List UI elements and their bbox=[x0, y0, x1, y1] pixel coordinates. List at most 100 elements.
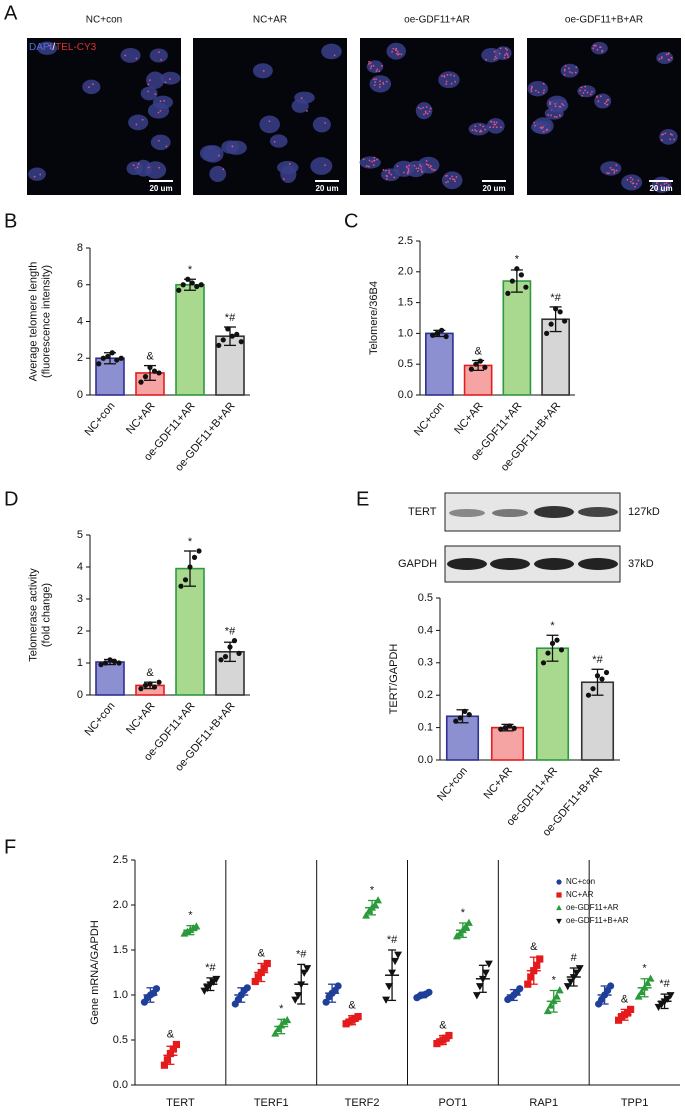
telomere-signal bbox=[669, 133, 672, 135]
telomere-signal bbox=[479, 129, 482, 132]
significance-label: *# bbox=[592, 654, 603, 666]
scale-bar-label: 20 um bbox=[149, 184, 172, 193]
data-point bbox=[303, 965, 312, 973]
panel-label: E bbox=[356, 488, 369, 510]
telomere-signal bbox=[385, 178, 388, 180]
nucleus bbox=[415, 102, 433, 120]
telomere-signal bbox=[135, 123, 138, 126]
telomere-signal bbox=[591, 90, 593, 93]
telomere-signal bbox=[168, 78, 171, 80]
telomere-signal bbox=[88, 86, 90, 89]
telomere-signal bbox=[663, 183, 666, 185]
bar bbox=[490, 726, 525, 761]
bar bbox=[175, 567, 205, 696]
y-tick-label: 2.5 bbox=[398, 235, 413, 247]
channel-name: DAPI bbox=[29, 42, 52, 53]
y-tick-label: 1.5 bbox=[113, 944, 128, 956]
nucleus bbox=[386, 42, 406, 60]
telomere-signal bbox=[428, 166, 431, 169]
telomere-signal bbox=[493, 58, 496, 61]
telomere-signal bbox=[217, 154, 220, 157]
nucleus bbox=[294, 91, 315, 104]
telomere-signal bbox=[39, 173, 42, 176]
telomere-signal bbox=[388, 169, 391, 172]
telomere-signal bbox=[428, 110, 431, 113]
telomere-signal bbox=[504, 54, 506, 56]
data-point bbox=[430, 332, 436, 338]
nucleus bbox=[621, 174, 643, 191]
data-point bbox=[391, 957, 400, 966]
telomere-signal bbox=[333, 54, 336, 57]
data-point bbox=[178, 583, 184, 589]
telomere-signal bbox=[429, 107, 432, 110]
data-point bbox=[453, 718, 459, 724]
telomere-signal bbox=[615, 164, 618, 167]
telomere-signal bbox=[660, 139, 663, 142]
significance-label: & bbox=[530, 941, 538, 953]
telomere-signal bbox=[607, 98, 610, 101]
significance-label: & bbox=[439, 1019, 447, 1031]
nucleus bbox=[120, 47, 141, 63]
telomere-signal bbox=[324, 164, 326, 167]
telomere-signal bbox=[426, 164, 429, 166]
legend-label: oe-GDF11+AR bbox=[566, 903, 619, 912]
x-tick-label: NC+con bbox=[83, 400, 118, 438]
data-point bbox=[176, 287, 182, 293]
bar bbox=[425, 332, 454, 396]
panel-label: B bbox=[4, 210, 17, 232]
telomere-signal bbox=[49, 47, 52, 50]
telomere-signal bbox=[159, 109, 162, 112]
telomere-signal bbox=[455, 176, 458, 178]
data-point bbox=[590, 686, 596, 692]
data-point bbox=[666, 992, 675, 1000]
data-point bbox=[382, 996, 391, 1004]
significance-label: * bbox=[188, 536, 193, 548]
y-tick-label: 0 bbox=[77, 389, 83, 401]
legend-marker bbox=[556, 904, 562, 911]
telomere-signal bbox=[673, 138, 676, 141]
data-point bbox=[227, 644, 233, 650]
telomere-signal bbox=[660, 188, 663, 191]
telomere-signal bbox=[300, 97, 303, 99]
telomere-signal bbox=[420, 171, 423, 173]
data-point bbox=[142, 682, 149, 689]
telomere-signal bbox=[92, 83, 94, 86]
telomere-signal bbox=[562, 104, 565, 107]
x-tick-label: TPP1 bbox=[621, 1097, 649, 1109]
telomere-signal bbox=[141, 118, 144, 121]
data-point bbox=[212, 975, 221, 984]
telomere-signal bbox=[586, 91, 589, 94]
data-point bbox=[147, 364, 153, 371]
telomere-signal bbox=[584, 85, 587, 88]
data-point bbox=[111, 658, 118, 665]
telomere-signal bbox=[453, 178, 456, 181]
telomere-signal bbox=[665, 182, 668, 185]
telomere-signal bbox=[489, 120, 492, 123]
band bbox=[578, 558, 618, 570]
telomere-signal bbox=[424, 110, 427, 113]
data-point bbox=[599, 676, 605, 682]
telomere-signal bbox=[549, 102, 551, 105]
telomere-signal bbox=[454, 180, 457, 183]
data-point bbox=[371, 900, 380, 908]
y-tick-label: 0.0 bbox=[113, 1079, 128, 1091]
telomere-signal bbox=[534, 89, 537, 92]
nucleus bbox=[221, 140, 240, 154]
data-point bbox=[138, 379, 144, 385]
telomere-signal bbox=[563, 68, 566, 71]
nucleus bbox=[140, 86, 158, 101]
data-point bbox=[536, 955, 544, 963]
telomere-signal bbox=[374, 81, 377, 84]
y-tick-label: 0.0 bbox=[398, 389, 413, 401]
western-blot: TERT GAPDH 127kD 37kD bbox=[398, 492, 660, 583]
data-point bbox=[552, 992, 561, 1000]
data-point bbox=[562, 318, 568, 324]
telomere-signal bbox=[485, 58, 487, 61]
telomere-signal bbox=[369, 62, 372, 64]
telomere-signal bbox=[430, 168, 433, 170]
telomere-signal bbox=[434, 168, 436, 171]
data-point bbox=[575, 965, 584, 973]
telomere-signal bbox=[425, 160, 428, 162]
telomere-signal bbox=[474, 128, 476, 131]
